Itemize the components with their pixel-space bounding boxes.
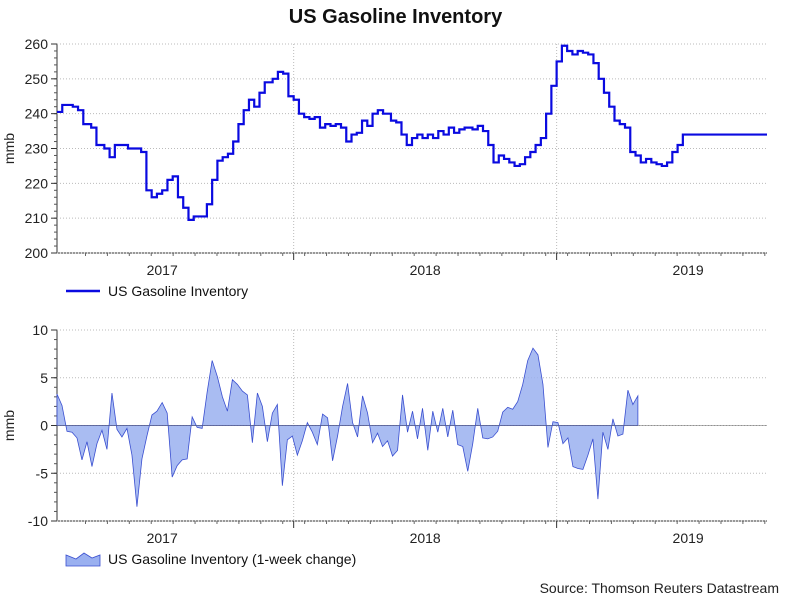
legend-label: US Gasoline Inventory: [108, 283, 248, 299]
y-tick-label: 230: [25, 141, 49, 157]
x-tick-label: 2017: [147, 262, 178, 278]
y-tick-label: 240: [25, 106, 49, 122]
y-axis-label: mmb: [1, 410, 17, 441]
x-tick-label: 2018: [410, 262, 441, 278]
source-note: Source: Thomson Reuters Datastream: [539, 580, 779, 596]
y-tick-label: 10: [32, 322, 48, 338]
y-tick-label: 5: [40, 370, 48, 386]
series-area-weekly-change: [56, 347, 639, 507]
y-tick-label: -5: [36, 465, 49, 481]
y-tick-label: 210: [25, 210, 49, 226]
bottom-panel: -10 -5 0 5 10 2017 2018 2019 mmb US Gasoline Inve…: [1, 322, 767, 567]
x-tick-label: 2019: [673, 262, 704, 278]
legend-swatch-area: [65, 552, 101, 567]
y-axis-label: mmb: [1, 133, 17, 164]
legend-label: US Gasoline Inventory (1-week change): [108, 551, 356, 567]
x-tick-label: 2017: [147, 530, 178, 546]
y-tick-label: -10: [28, 513, 48, 529]
y-tick-label: 220: [25, 175, 49, 191]
top-panel: 200 210 220 230 240 250 260 2017 2018 2019 mmb US G…: [1, 36, 767, 299]
y-tick-label: 200: [25, 245, 49, 261]
series-line-us-gasoline-inventory: [57, 44, 767, 222]
x-tick-label: 2018: [410, 530, 441, 546]
y-tick-label: 260: [25, 36, 49, 52]
y-tick-label: 0: [40, 418, 48, 434]
y-tick-label: 250: [25, 71, 49, 87]
x-tick-label: 2019: [673, 530, 704, 546]
chart-title: US Gasoline Inventory: [288, 6, 503, 28]
